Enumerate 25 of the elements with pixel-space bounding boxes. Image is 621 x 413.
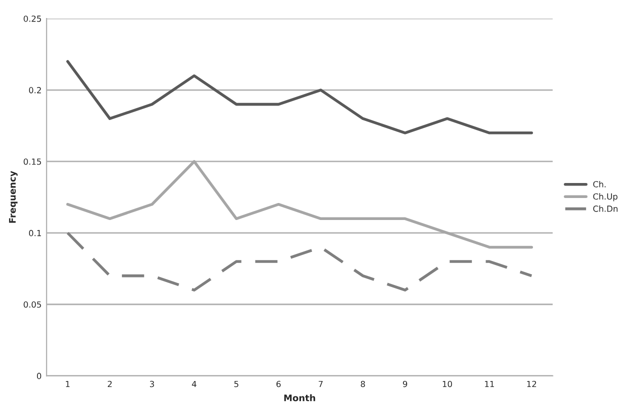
y-tick-label: 0.25 xyxy=(24,16,41,22)
x-tick-label: 7 xyxy=(318,380,323,388)
y-tick-label: 0.2 xyxy=(29,87,41,94)
x-tick-label: 12 xyxy=(527,380,536,388)
y-tick-label: 0.15 xyxy=(24,158,41,165)
x-tick-label: 2 xyxy=(108,380,112,388)
x-tick-label: 3 xyxy=(150,380,154,388)
y-axis-title: Frequency xyxy=(9,170,18,223)
legend-label: Ch.Dn xyxy=(593,205,618,212)
x-tick-label: 4 xyxy=(192,380,196,388)
legend-label: Ch.Up xyxy=(593,193,618,202)
x-axis-title: Month xyxy=(284,394,316,402)
x-tick-label: 6 xyxy=(276,380,281,388)
legend-label: Ch. xyxy=(593,180,606,188)
x-tick-label: 11 xyxy=(485,380,494,388)
x-tick-label: 1 xyxy=(66,380,70,388)
y-tick-label: 0.05 xyxy=(24,301,41,308)
x-tick-label: 5 xyxy=(234,380,238,388)
y-tick-label: 0 xyxy=(36,372,42,380)
y-tick-label: 0.1 xyxy=(29,230,41,236)
x-tick-label: 9 xyxy=(402,380,408,388)
line-series xyxy=(66,232,533,292)
x-tick-label: 10 xyxy=(442,380,452,388)
line-series xyxy=(66,60,533,134)
x-tick-label: 8 xyxy=(360,380,365,388)
